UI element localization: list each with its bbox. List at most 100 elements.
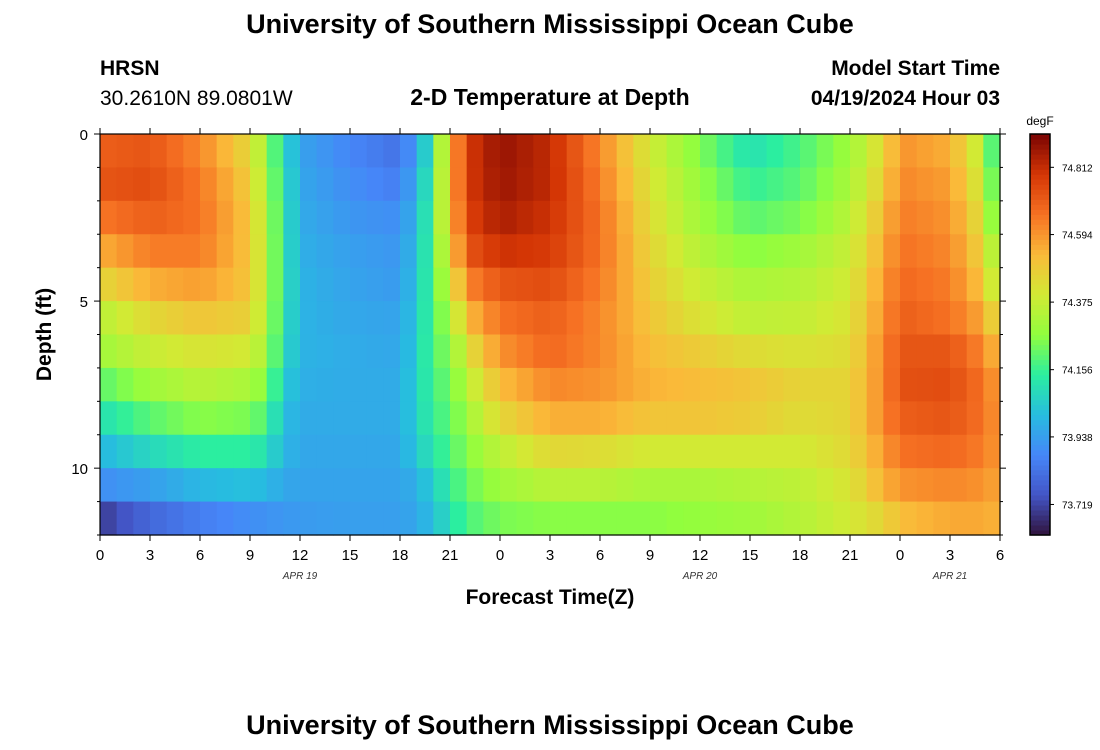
- heatmap-cell: [866, 234, 884, 269]
- heatmap-cell: [900, 301, 918, 336]
- heatmap-cell: [200, 267, 218, 302]
- colorbar-segment: [1030, 479, 1050, 486]
- heatmap-cell: [700, 234, 718, 269]
- heatmap-cell: [850, 334, 868, 369]
- colorbar-segment: [1030, 319, 1050, 326]
- heatmap-cell: [466, 301, 484, 336]
- heatmap-cell: [266, 134, 284, 169]
- heatmap-cell: [933, 501, 951, 536]
- heatmap-cell: [983, 134, 1001, 169]
- colorbar-segment: [1030, 289, 1050, 295]
- heatmap-cell: [250, 367, 268, 402]
- heatmap-cell: [100, 167, 118, 202]
- heatmap-cell: [366, 367, 384, 402]
- station-location: 30.2610N 89.0801W: [100, 87, 293, 110]
- heatmap-cell: [700, 434, 718, 469]
- heatmap-cell: [250, 167, 268, 202]
- heatmap-cell: [583, 334, 601, 369]
- heatmap-cell: [883, 301, 901, 336]
- heatmap-cell: [416, 367, 434, 402]
- colorbar-tick-label: 74.375: [1062, 298, 1093, 309]
- heatmap-cell: [183, 134, 201, 169]
- heatmap-cell: [766, 134, 784, 169]
- colorbar-segment: [1030, 209, 1050, 215]
- heatmap-cell: [666, 234, 684, 269]
- heatmap-cell: [366, 434, 384, 469]
- heatmap-cell: [850, 234, 868, 269]
- colorbar-segment: [1030, 374, 1050, 381]
- heatmap-cell: [650, 367, 668, 402]
- heatmap-cell: [183, 167, 201, 202]
- heatmap-cell: [816, 334, 834, 369]
- heatmap-cell: [616, 167, 634, 202]
- heatmap-cell: [583, 401, 601, 436]
- colorbar-segment: [1030, 444, 1050, 451]
- colorbar-frame: [1029, 133, 1051, 536]
- heatmap-cell: [416, 501, 434, 536]
- heatmap-cell: [216, 301, 234, 336]
- heatmap-cell: [600, 267, 618, 302]
- heatmap-cell: [333, 334, 351, 369]
- heatmap-cell: [650, 267, 668, 302]
- heatmap-cell: [816, 468, 834, 503]
- heatmap-cell: [916, 434, 934, 469]
- heatmap-cell: [150, 401, 168, 436]
- heatmap-cell: [950, 200, 968, 235]
- heatmap-cell: [750, 501, 768, 536]
- heatmap-cell: [150, 468, 168, 503]
- heatmap-cell: [166, 134, 184, 169]
- heatmap-cell: [200, 200, 218, 235]
- x-tick-label: 15: [342, 547, 359, 564]
- heatmap-cell: [783, 200, 801, 235]
- heatmap-cell: [333, 134, 351, 169]
- colorbar-segment: [1030, 189, 1050, 195]
- heatmap-cell: [733, 401, 751, 436]
- heatmap-cell: [983, 167, 1001, 202]
- heatmap-cell: [866, 434, 884, 469]
- heatmap-cell: [283, 334, 301, 369]
- heatmap-cell: [150, 301, 168, 336]
- heatmap-cell: [283, 234, 301, 269]
- heatmap-cell: [766, 267, 784, 302]
- heatmap-cell: [100, 301, 118, 336]
- colorbar-segment: [1030, 384, 1050, 391]
- heatmap-cell: [650, 234, 668, 269]
- heatmap-cell: [233, 234, 251, 269]
- heatmap-cell: [516, 234, 534, 269]
- heatmap-cell: [766, 367, 784, 402]
- heatmap-cell: [150, 234, 168, 269]
- heatmap-cell: [900, 167, 918, 202]
- heatmap-cell: [733, 267, 751, 302]
- heatmap-cell: [816, 134, 834, 169]
- heatmap-cell: [800, 267, 818, 302]
- colorbar-segment: [1030, 279, 1050, 285]
- heatmap-cell: [316, 200, 334, 235]
- heatmap-cell: [700, 334, 718, 369]
- heatmap-cell: [966, 434, 984, 469]
- heatmap-cell: [500, 434, 518, 469]
- heatmap-cell: [816, 501, 834, 536]
- heatmap-cell: [783, 267, 801, 302]
- colorbar-segment: [1030, 409, 1050, 416]
- colorbar-segment: [1030, 514, 1050, 521]
- heatmap-cell: [350, 234, 368, 269]
- heatmap-cell: [833, 134, 851, 169]
- heatmap-cell: [400, 234, 418, 269]
- heatmap-cell: [866, 334, 884, 369]
- heatmap-cell: [800, 167, 818, 202]
- colorbar-segment: [1030, 179, 1050, 185]
- colorbar-segment: [1030, 484, 1050, 491]
- heatmap-cell: [483, 401, 501, 436]
- heatmap-cell: [616, 401, 634, 436]
- colorbar-segment: [1030, 254, 1050, 260]
- heatmap-cell: [533, 401, 551, 436]
- heatmap-cell: [566, 367, 584, 402]
- heatmap-cell: [650, 468, 668, 503]
- heatmap-cell: [666, 334, 684, 369]
- heatmap-cell: [916, 401, 934, 436]
- heatmap-cell: [783, 468, 801, 503]
- heatmap-cell: [966, 334, 984, 369]
- colorbar-segment: [1030, 304, 1050, 311]
- heatmap-cell: [116, 267, 134, 302]
- heatmap-cell: [666, 401, 684, 436]
